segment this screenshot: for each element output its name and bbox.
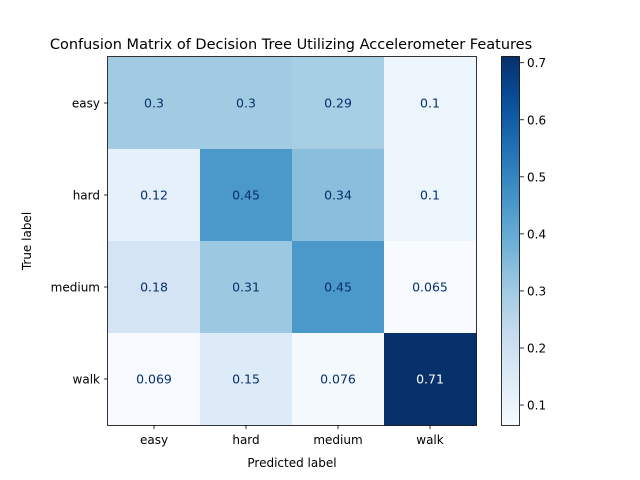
heatmap-cell — [108, 57, 201, 150]
plot-frame — [107, 56, 477, 426]
heatmap-cell — [292, 57, 385, 150]
cell-value-label: 0.3 — [236, 96, 256, 111]
heatmap-cell — [384, 333, 477, 426]
colorbar-tick-label: 0.2 — [527, 341, 546, 355]
cell-value-label: 0.45 — [324, 280, 352, 295]
cell-value-label: 0.12 — [140, 188, 168, 203]
cell-value-label: 0.15 — [232, 372, 260, 387]
heatmap-cell — [108, 333, 201, 426]
colorbar — [501, 56, 520, 426]
y-axis-label: True label — [20, 212, 34, 271]
heatmap-cell — [292, 241, 385, 334]
heatmap-cell — [292, 333, 385, 426]
y-tick-label: hard — [73, 189, 100, 203]
heatmap-cell — [200, 57, 293, 150]
colorbar-tick-label: 0.7 — [527, 56, 546, 70]
chart-title: Confusion Matrix of Decision Tree Utiliz… — [50, 37, 532, 53]
heatmap-cell — [384, 57, 477, 150]
cell-value-label: 0.29 — [324, 96, 352, 111]
x-tick-label: hard — [232, 433, 259, 447]
heatmap-cell — [108, 149, 201, 242]
colorbar-tick-label: 0.1 — [527, 399, 546, 413]
y-axis-ticks: easy hard medium walk — [51, 97, 108, 387]
y-tick-label: medium — [51, 281, 100, 295]
cell-value-label: 0.1 — [420, 188, 440, 203]
heatmap-cells — [108, 57, 477, 426]
colorbar-tick-label: 0.6 — [527, 113, 546, 127]
colorbar-frame — [501, 56, 520, 426]
colorbar-ticks: 0.1 0.2 0.3 0.4 0.5 0.6 0.7 — [520, 56, 546, 413]
heatmap-cell-labels: 0.3 0.3 0.29 0.1 0.12 0.45 0.34 0.1 0.18 0.31 0.45… — [136, 96, 448, 387]
heatmap-cell — [384, 241, 477, 334]
colorbar-tick-label: 0.3 — [527, 284, 546, 298]
cell-value-label: 0.3 — [144, 96, 164, 111]
cell-value-label: 0.71 — [416, 372, 444, 387]
cell-value-label: 0.076 — [320, 372, 356, 387]
heatmap-cell — [200, 149, 293, 242]
cell-value-label: 0.34 — [324, 188, 352, 203]
x-tick-label: medium — [313, 433, 362, 447]
heatmap-cell — [200, 333, 293, 426]
colorbar-tick-label: 0.5 — [527, 170, 546, 184]
heatmap-cell — [200, 241, 293, 334]
cell-value-label: 0.069 — [136, 372, 172, 387]
cell-value-label: 0.18 — [140, 280, 168, 295]
heatmap-cell — [292, 149, 385, 242]
cell-value-label: 0.1 — [420, 96, 440, 111]
cell-value-label: 0.065 — [412, 280, 448, 295]
cell-value-label: 0.31 — [232, 280, 260, 295]
heatmap-cell — [108, 241, 201, 334]
colorbar-tick-label: 0.4 — [527, 227, 546, 241]
y-tick-label: walk — [73, 373, 101, 387]
x-tick-label: walk — [416, 433, 444, 447]
y-tick-label: easy — [72, 97, 100, 111]
x-axis-label: Predicted label — [247, 456, 336, 470]
x-axis-ticks: easy hard medium walk — [140, 425, 444, 447]
x-tick-label: easy — [140, 433, 168, 447]
cell-value-label: 0.45 — [232, 188, 260, 203]
heatmap-cell — [384, 149, 477, 242]
